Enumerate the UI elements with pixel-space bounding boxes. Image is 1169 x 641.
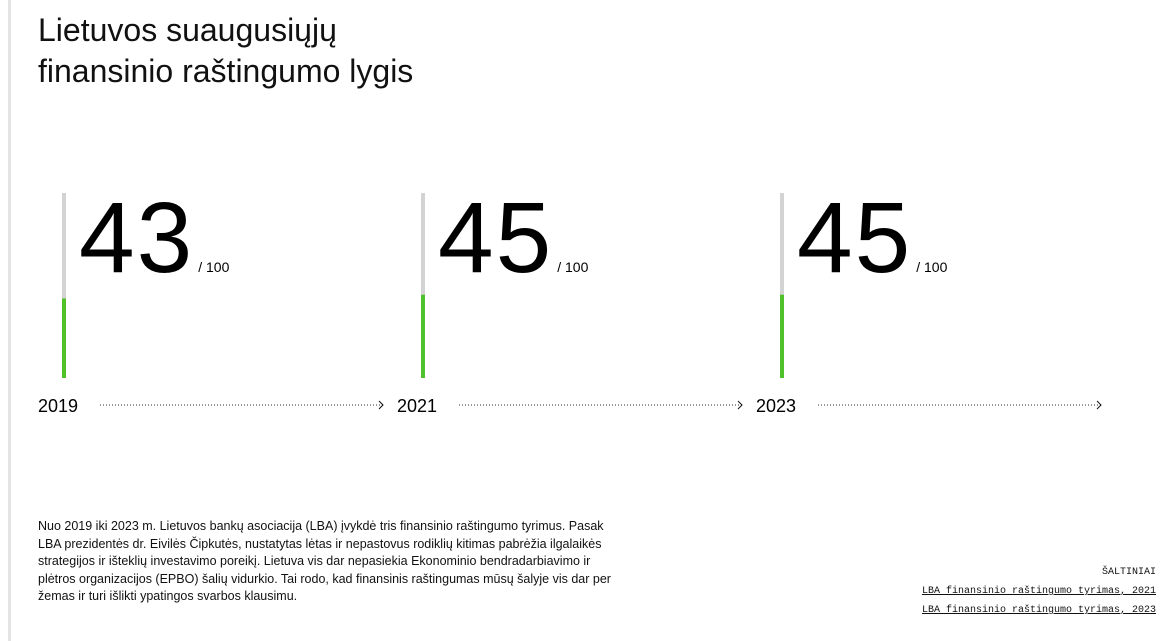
edge-rule	[8, 0, 11, 641]
max-label: / 100	[198, 259, 229, 275]
description: Nuo 2019 iki 2023 m. Lietuvos bankų asoc…	[38, 519, 611, 604]
title: Lietuvos suaugusiųjų finansinio raštingu…	[38, 12, 414, 89]
value-label: 45	[438, 182, 553, 294]
bar	[62, 298, 66, 378]
bar-track	[780, 193, 784, 378]
source-link[interactable]: LBA finansinio raštingumo tyrimas, 2023	[921, 605, 1156, 616]
source-link[interactable]: LBA finansinio raštingumo tyrimas, 2021	[921, 586, 1156, 597]
bar-track	[62, 193, 66, 378]
timeline-arrow	[378, 400, 384, 410]
value-label: 43	[79, 182, 194, 294]
year-label: 2019	[38, 396, 78, 416]
sources: ŠALTINIAI LBA finansinio raštingumo tyri…	[922, 567, 1156, 624]
max-label: / 100	[557, 259, 588, 275]
value-label: 45	[797, 182, 912, 294]
bar	[421, 294, 425, 378]
year-label: 2023	[756, 396, 796, 416]
timeline-arrow	[737, 400, 743, 410]
timeline-arrow	[1096, 400, 1102, 410]
bar	[780, 294, 784, 378]
year-label: 2021	[397, 396, 437, 416]
max-label: / 100	[916, 259, 947, 275]
sources-heading: ŠALTINIAI	[1101, 567, 1156, 578]
bar-track	[421, 193, 425, 378]
